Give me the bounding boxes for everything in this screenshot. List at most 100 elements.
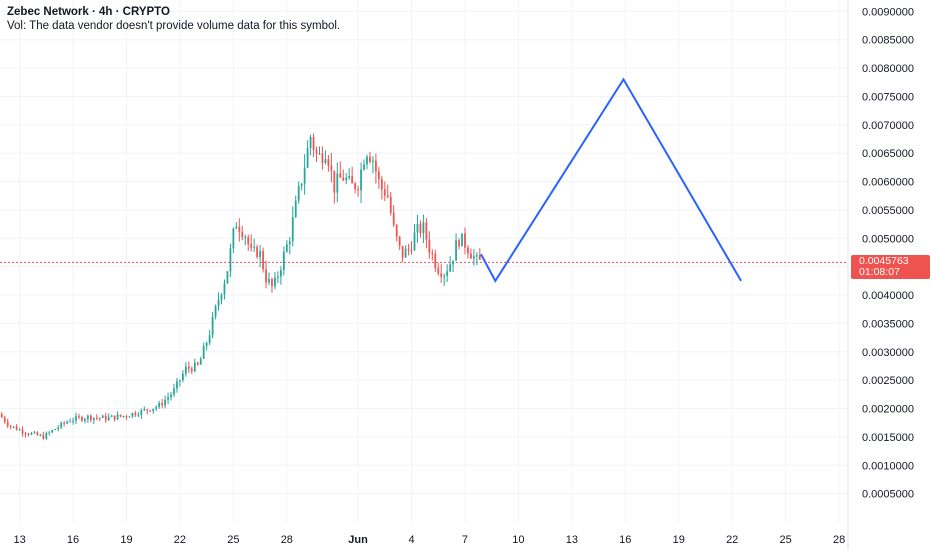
candle-body [66,421,68,424]
price-tick-label: 0.0090000 [862,6,914,18]
candle-body [54,429,57,431]
candle-body [285,244,288,252]
candle-body [92,417,95,421]
candle-body [375,160,377,172]
time-tick-label: 7 [462,534,468,546]
candle-body [425,222,428,240]
candle-body [470,253,472,259]
candle-body [422,222,425,234]
candle-body [86,415,89,420]
price-tick-label: 0.0055000 [862,205,914,217]
candle-body [42,434,45,439]
candle-body [288,241,291,245]
time-axis[interactable]: 13 16 19 22 25 28 Jun 4 7 10 13 16 19 22 25 28 [13,534,845,546]
time-tick-label: 13 [566,534,578,546]
candle-body [78,416,80,418]
candle-body [386,195,389,197]
candle-body [6,421,9,426]
projection-path[interactable] [480,77,742,283]
candle-body [348,175,351,178]
candle-body [389,196,392,213]
candle-body [15,426,18,430]
candle-body [116,414,119,420]
candle-body [72,420,74,422]
candle-body [475,255,478,257]
price-tick-label: 0.0065000 [862,148,914,160]
candle-body [404,248,407,258]
candle-body [24,433,27,435]
candle-body [63,422,66,424]
candle-body [279,270,282,277]
candle-body [45,433,48,439]
candle-body [268,278,270,283]
candle-body [128,416,131,418]
candle-body [443,275,446,277]
candle-body [152,408,155,412]
price-axis[interactable]: 0.0090000 0.0085000 0.0080000 0.0075000 0.00… [862,6,914,500]
candle-body [431,252,434,255]
candle-body [235,226,238,229]
candle-body [256,246,259,258]
candle-body [369,156,371,162]
candle-body [161,403,164,406]
candle-body [36,432,39,436]
candle-body [223,283,226,295]
candle-body [217,299,220,306]
candle-body [478,255,481,260]
candle-body [33,432,36,434]
candle-body [211,316,214,336]
candle-body [119,414,122,417]
price-tick-label: 0.0085000 [862,35,914,47]
candle-body [9,425,12,427]
price-tick-label: 0.0030000 [862,347,914,359]
candle-body [12,426,15,428]
candle-body [232,228,235,249]
candlestick-series [0,133,481,440]
candle-body [452,260,454,265]
candle-body [196,362,199,365]
candle-body [122,415,125,417]
candle-body [336,173,339,193]
candle-body [84,419,86,421]
time-tick-label: 22 [174,534,186,546]
price-tick-label: 0.0075000 [862,91,914,103]
candle-body [250,244,253,248]
candle-body [137,415,140,417]
candle-body [69,421,71,423]
price-tick-label: 0.0010000 [862,460,914,472]
candle-body [164,399,166,406]
candle-body [158,403,161,408]
candle-body [434,254,437,269]
candle-body [274,277,276,287]
candle-body [467,247,469,254]
candle-body [271,278,273,287]
candle-body [0,414,3,418]
candle-body [392,212,395,225]
candle-body [330,165,333,171]
candle-body [416,223,419,233]
time-tick-label: 22 [726,534,738,546]
candle-body [395,224,398,237]
symbol-title[interactable]: Zebec Network · 4h · CRYPTO [7,6,170,18]
candle-body [57,427,60,430]
price-tick-label: 0.0050000 [862,233,914,245]
candle-body [167,397,169,400]
candle-body [401,245,404,258]
candle-body [437,268,440,274]
candle-body [265,269,267,283]
candle-body [51,430,54,433]
candle-body [428,239,431,253]
candle-body [455,240,457,261]
candle-body [324,159,327,163]
bar-countdown: 01:08:07 [859,266,900,278]
candle-body [259,251,261,258]
candle-body [351,175,354,184]
time-tick-label: 28 [281,534,293,546]
time-tick-label: 25 [780,534,792,546]
time-tick-label: 16 [67,534,79,546]
candle-body [21,429,24,434]
candle-body [149,410,152,412]
candle-body [327,159,330,166]
price-tick-label: 0.0070000 [862,120,914,132]
